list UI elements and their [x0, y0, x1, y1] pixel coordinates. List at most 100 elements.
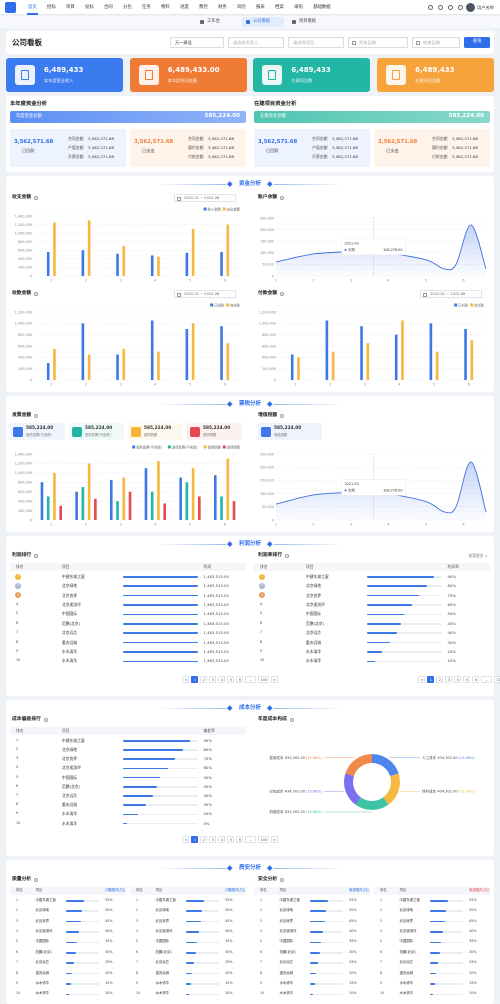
- project-name: 北京遥滨坪: [399, 929, 417, 933]
- project-name: 北京遥滨坪: [279, 929, 297, 933]
- page-button[interactable]: 3: [445, 676, 452, 683]
- nav-item[interactable]: 风险: [237, 4, 246, 10]
- rank: 7: [136, 960, 138, 965]
- page-label: 100: [260, 837, 267, 842]
- invoice-label: 销项发票(不含税): [26, 432, 52, 437]
- rank: 2: [16, 747, 19, 751]
- filter-input[interactable]: 结束日期: [412, 37, 460, 48]
- info-icon: [280, 292, 284, 296]
- date-range[interactable]: 2022-01 ~ 2022-06: [174, 290, 236, 298]
- nav-item[interactable]: 基础数据: [313, 4, 331, 10]
- bar: [220, 326, 223, 380]
- segment-share: (15.66%): [306, 789, 323, 793]
- page-button[interactable]: 2: [436, 676, 443, 683]
- nav-item[interactable]: 进度: [180, 4, 189, 10]
- nav-icon[interactable]: [448, 4, 453, 10]
- y-tick-label: 200,000: [262, 367, 276, 371]
- date-range[interactable]: 2022-01 ~ 2022-06: [420, 290, 482, 298]
- filter-input[interactable]: 开始日期: [348, 37, 408, 48]
- page-button[interactable]: 5: [227, 676, 234, 683]
- page-button[interactable]: <: [182, 676, 189, 683]
- bar: [360, 326, 363, 380]
- value-label: 30%: [203, 802, 212, 808]
- bar: [297, 357, 300, 380]
- nav-active: [27, 13, 38, 15]
- page-button[interactable]: 1: [427, 676, 434, 683]
- tab[interactable]: 项目看板: [299, 19, 317, 24]
- nav-item[interactable]: 报表: [256, 4, 265, 10]
- nav-item[interactable]: 首页: [28, 4, 37, 10]
- page-button[interactable]: 3: [209, 836, 216, 843]
- nav-item[interactable]: 档案: [275, 4, 284, 10]
- page-button[interactable]: 2: [200, 836, 207, 843]
- page-button[interactable]: ...: [245, 836, 256, 843]
- nav-item[interactable]: 招标: [47, 4, 56, 10]
- page-button[interactable]: 4: [454, 676, 461, 683]
- tab-icon: [246, 20, 250, 24]
- value-label: 15%: [105, 981, 113, 985]
- page-button[interactable]: <: [418, 676, 425, 683]
- page-button[interactable]: 5: [463, 676, 470, 683]
- page-button[interactable]: 4: [218, 836, 225, 843]
- page-button[interactable]: 4: [218, 676, 225, 683]
- bar-track: [65, 910, 100, 912]
- page-button[interactable]: 100: [493, 676, 500, 683]
- page-label: 6: [238, 837, 242, 842]
- tooltip-date: 2021-03: [345, 482, 359, 486]
- page-button[interactable]: 1: [191, 836, 198, 843]
- nav-item[interactable]: 采购: [294, 4, 303, 10]
- page-button[interactable]: 6: [236, 836, 243, 843]
- page-button[interactable]: >: [270, 836, 278, 843]
- bar: [123, 776, 161, 779]
- nav-icon[interactable]: [438, 4, 443, 10]
- filter-input[interactable]: 请选择负责人: [228, 37, 284, 48]
- page-button[interactable]: ...: [245, 676, 256, 683]
- bar: [123, 604, 198, 606]
- kpi-card: 6,489,433 在建项目数: [253, 58, 371, 92]
- nav-icon[interactable]: [458, 4, 463, 10]
- page-button[interactable]: 1: [191, 676, 198, 683]
- page-button[interactable]: 100: [257, 836, 269, 843]
- page-button[interactable]: 6: [236, 676, 243, 683]
- tab[interactable]: 公司看板: [253, 19, 271, 24]
- bar: [157, 256, 160, 276]
- page-button[interactable]: >: [270, 676, 278, 683]
- more-link[interactable]: 查看更多 >: [468, 553, 488, 558]
- nav-item[interactable]: 分包: [123, 4, 132, 10]
- page-button[interactable]: 100: [257, 676, 269, 683]
- company-select[interactable]: 万一建设: [170, 37, 224, 48]
- nav-item[interactable]: 项目: [66, 4, 75, 10]
- page-button[interactable]: 2: [200, 676, 207, 683]
- query-button[interactable]: 查询: [464, 37, 490, 48]
- rank: 2: [136, 908, 138, 913]
- fund-row-label: 开票金额: [312, 154, 328, 159]
- chart-title: 成本偏差排行: [12, 717, 41, 722]
- page-button[interactable]: <: [182, 836, 189, 843]
- bar-track: [65, 952, 100, 954]
- date-range[interactable]: 2022-01 ~ 2022-06: [174, 194, 236, 202]
- page-button[interactable]: 3: [209, 676, 216, 683]
- bar: [123, 758, 176, 760]
- filter-input[interactable]: 请选择项目: [288, 37, 344, 48]
- nav-item[interactable]: 合同: [104, 4, 113, 10]
- nav-item[interactable]: 财务: [218, 4, 227, 10]
- x-tick-label: 2: [85, 523, 87, 527]
- info-icon: [280, 196, 284, 200]
- value-label: 10%: [225, 991, 233, 996]
- donut-segment: [345, 754, 372, 777]
- project-name: 水木清华: [279, 981, 294, 985]
- nav-item[interactable]: 费控: [199, 4, 208, 10]
- nav-icon[interactable]: [428, 4, 433, 10]
- fund-row-label: 产值金额: [68, 145, 84, 150]
- page-button[interactable]: 5: [227, 836, 234, 843]
- bar: [309, 993, 314, 996]
- bar-track: [367, 641, 442, 644]
- nav-item[interactable]: 投标: [85, 4, 94, 10]
- page-button[interactable]: ...: [481, 676, 492, 683]
- tab[interactable]: 工作台: [207, 19, 220, 24]
- nav-item[interactable]: 物料: [161, 4, 170, 10]
- page-button[interactable]: 6: [472, 676, 479, 683]
- y-tick-label: 800,000: [262, 333, 276, 337]
- nav-item[interactable]: 任务: [142, 4, 151, 10]
- section-title: 资金分析: [238, 180, 261, 187]
